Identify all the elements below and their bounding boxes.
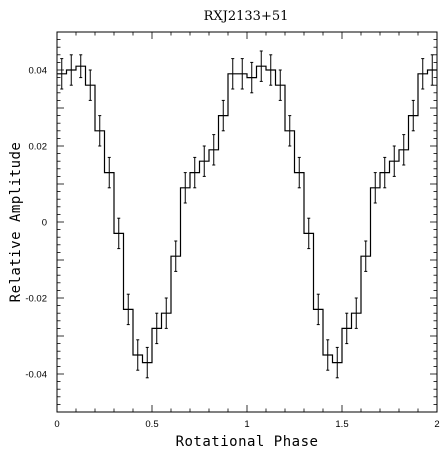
ticks-group [56,31,438,413]
tick-labels-group: 0 0.5 1 1.5 2 -0.04 -0.02 0 0.02 0.04 [25,66,439,431]
chart-title: RXJ2133+51 [204,9,289,24]
x-tick-label: 2 [434,419,439,430]
y-tick-label: 0.02 [29,142,48,153]
step-line [57,65,437,364]
y-tick-label: 0.04 [29,66,48,77]
x-tick-label: 1.5 [335,419,348,430]
x-tick-label: 0.5 [145,419,158,430]
x-tick-label: 1 [244,419,249,430]
x-axis-label: Rotational Phase [176,434,319,450]
error-bars-group [60,50,434,379]
y-tick-label: 0 [42,218,47,229]
y-axis-label: Relative Amplitude [8,142,24,303]
y-tick-label: -0.04 [25,370,47,381]
x-tick-label: 0 [54,419,59,430]
y-tick-label: -0.02 [25,294,47,305]
